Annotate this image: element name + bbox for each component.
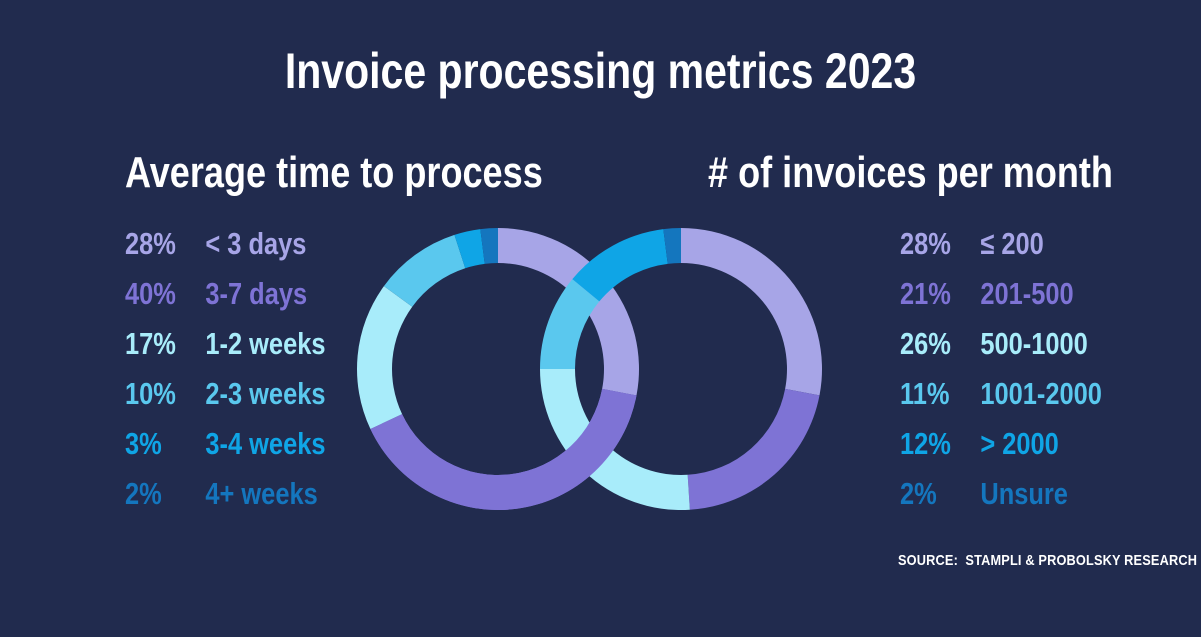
legend-label: 2-3 weeks [205,376,326,411]
legend-percent: 28% [900,226,951,261]
donut-segment-purple [687,388,820,510]
donut-segment-bright-blue [454,229,485,269]
legend-label: 3-7 days [205,276,308,311]
legend-percent: 2% [125,476,162,511]
legend-row: 2% 4+ weeks [125,469,325,519]
legend-percent: 11% [900,376,950,411]
donut-segment-dark-blue [480,228,498,264]
legend-label: 3-4 weeks [205,426,326,461]
legend-label: 4+ weeks [205,476,318,511]
legend-label: Unsure [980,476,1068,511]
legend-row: 40% 3-7 days [125,269,325,319]
legend-label: 201-500 [980,276,1074,311]
legend-percent: 26% [900,326,951,361]
legend-row: 26% 500-1000 [900,319,1102,369]
left-chart-title: Average time to process [125,148,543,197]
legend-row: 12% > 2000 [900,419,1102,469]
legend-percent: 21% [900,276,951,311]
page-title: Invoice processing metrics 2023 [284,43,917,99]
legend-row: 17% 1-2 weeks [125,319,325,369]
legend-row: 3% 3-4 weeks [125,419,325,469]
donut-segment-dark-blue [663,228,681,264]
source-attribution: SOURCE: STAMPLI & PROBOLSKY RESEARCH [898,552,1198,569]
legend-label: ≤ 200 [980,226,1044,261]
legend-label: > 2000 [980,426,1059,461]
legend-row: 28% ≤ 200 [900,219,1102,269]
right-chart-title: # of invoices per month [708,148,1113,197]
legend-label: < 3 days [205,226,307,261]
donut-segment-light-cyan [540,369,690,510]
legend-percent: 17% [125,326,176,361]
donut-segment-lavender [681,228,822,396]
legend-row: 28% < 3 days [125,219,325,269]
donut-segment-lavender [498,228,639,396]
legend-label: 500-1000 [980,326,1088,361]
legend-percent: 40% [125,276,176,311]
legend-row: 21% 201-500 [900,269,1102,319]
right-chart-legend: 28% ≤ 200 21% 201-500 26% 500-1000 11% 1001-200… [900,219,1146,519]
legend-percent: 10% [125,376,176,411]
legend-label: 1-2 weeks [205,326,326,361]
donut-segment-sky-blue [383,234,466,307]
legend-percent: 12% [900,426,951,461]
donut-segment-purple [370,388,637,511]
left-chart-legend: 28% < 3 days 40% 3-7 days 17% 1-2 weeks 10% 2-3… [125,219,370,519]
donut-segment-light-cyan [357,286,413,430]
legend-percent: 28% [125,226,176,261]
legend-row: 2% Unsure [900,469,1102,519]
donut-segment-bright-blue [572,229,668,302]
legend-percent: 2% [900,476,937,511]
donut-segment-sky-blue [540,279,600,369]
legend-row: 11% 1001-2000 [900,369,1102,419]
legend-percent: 3% [125,426,162,461]
legend-row: 10% 2-3 weeks [125,369,325,419]
legend-label: 1001-2000 [980,376,1102,411]
